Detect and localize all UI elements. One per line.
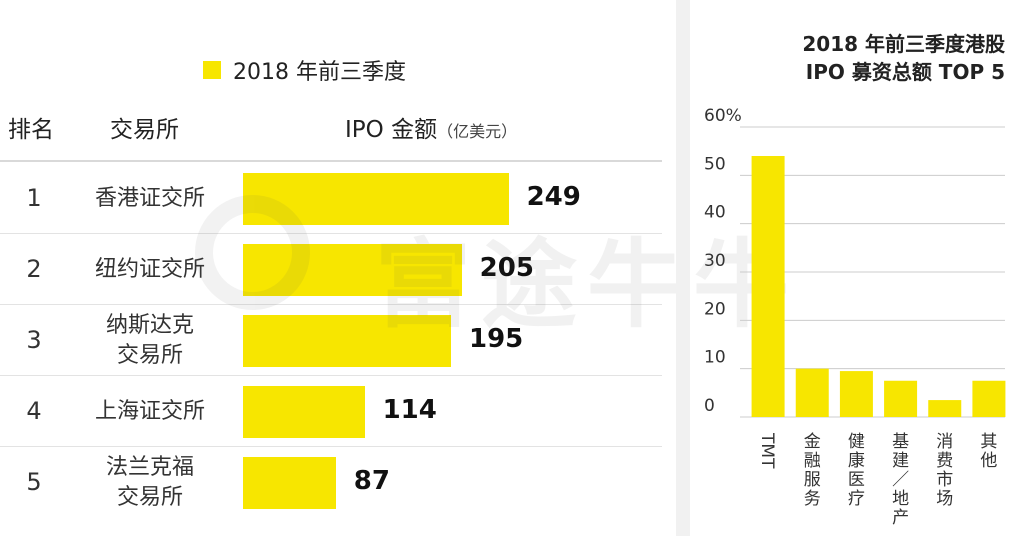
x-tick-char: 其 (980, 432, 997, 452)
bar-4 (243, 385, 365, 438)
exchange-label: 纳斯达克 交易所 (70, 311, 230, 371)
value-label-3: 195 (469, 323, 524, 354)
exchange-label-line: 交易所 (116, 484, 183, 510)
sector-bar (839, 371, 873, 417)
amount-header-unit: （亿美元） (437, 122, 518, 141)
sector-chart-title-line-1: 2018 年前三季度港股 (802, 32, 1005, 56)
sector-bar (795, 368, 829, 417)
x-tick-char: 场 (936, 489, 953, 509)
row-divider (0, 304, 662, 305)
row-divider (0, 233, 662, 234)
exchange-label-line: 纳斯达克 (105, 312, 194, 338)
y-tick-label: 30 (704, 251, 726, 271)
exchange-label-line: 上海证交所 (94, 398, 205, 424)
panel-divider (676, 0, 690, 536)
exchange-label: 上海证交所 (70, 397, 230, 427)
y-tick-label: 10 (704, 348, 726, 368)
x-tick-label: 健康医疗 (848, 432, 865, 509)
legend-label: 2018 年前三季度 (233, 60, 406, 85)
x-tick-char: 产 (892, 508, 909, 528)
exchange-label-line: 法兰克福 (105, 454, 194, 480)
x-tick-label: 消费市场 (936, 432, 953, 509)
x-tick-char: 费 (936, 451, 953, 471)
exchange-label: 香港证交所 (70, 184, 230, 214)
x-tick-label: TMT (757, 432, 777, 469)
sector-chart-title: 2018 年前三季度港股 IPO 募资总额 TOP 5 (720, 30, 1005, 86)
header-divider (0, 160, 662, 162)
rank-4: 4 (26, 396, 42, 425)
row-divider (0, 446, 662, 447)
sector-bar (884, 380, 918, 417)
rank-1: 1 (26, 183, 42, 212)
rank-3: 3 (26, 325, 42, 354)
rank-2: 2 (26, 254, 42, 283)
y-tick-label: 40 (704, 203, 726, 223)
x-tick-char: 地 (892, 489, 909, 509)
rank-5: 5 (26, 467, 42, 496)
x-tick-char: 金 (804, 432, 821, 452)
exchange-label-line: 香港证交所 (94, 185, 205, 211)
bar-3 (243, 314, 451, 367)
x-tick-label: 其他 (980, 432, 997, 471)
y-tick-label: 50 (704, 154, 726, 174)
x-tick-char: 他 (980, 451, 997, 471)
exchange-label-line: 纽约证交所 (94, 256, 205, 282)
value-label-5: 87 (353, 465, 390, 496)
x-tick-char: 医 (848, 470, 865, 490)
exchange-label: 纽约证交所 (70, 255, 230, 285)
legend-swatch (203, 61, 221, 79)
legend: 2018 年前三季度 (203, 54, 406, 86)
amount-header-label: IPO 金额 (345, 117, 438, 143)
column-header-amount: IPO 金额（亿美元） (345, 110, 517, 144)
sector-bar (972, 380, 1006, 417)
x-tick-char: 务 (804, 489, 821, 509)
y-tick-label: 20 (704, 299, 726, 319)
y-tick-label: 0 (704, 396, 715, 416)
bar-1 (243, 172, 509, 225)
x-tick-char: 基 (892, 432, 909, 452)
x-tick-char: 康 (848, 451, 865, 471)
x-tick-char: 疗 (848, 489, 865, 509)
exchange-ipo-chart: 2018 年前三季度 排名 交易所 IPO 金额（亿美元） 1 香港证交所 249 2… (0, 54, 662, 513)
sector-bar (928, 400, 962, 417)
x-tick-label: 基建／地产 (892, 432, 909, 528)
sector-bar-chart: 0 10 20 30 40 50 60% TMT 金融服务 健康医疗 基建／地产 消费市场 其他 (704, 106, 1006, 528)
exchange-label-line: 交易所 (116, 342, 183, 368)
sector-bar (751, 156, 785, 417)
x-tick-char: 消 (936, 432, 953, 452)
x-tick-char: 建 (892, 451, 909, 471)
bar-2 (243, 243, 462, 296)
x-tick-char: ／ (892, 470, 909, 490)
x-tick-char: 服 (804, 470, 821, 490)
column-header-rank: 排名 (8, 117, 54, 143)
x-tick-label: 金融服务 (804, 432, 821, 509)
bar-5 (243, 456, 336, 509)
value-label-4: 114 (382, 394, 437, 425)
x-tick-char: 健 (848, 432, 865, 452)
x-tick-char: 融 (804, 451, 821, 471)
value-label-1: 249 (526, 181, 581, 212)
sector-chart-title-line-2: IPO 募资总额 TOP 5 (805, 60, 1005, 84)
value-label-2: 205 (479, 252, 534, 283)
y-tick-label: 60% (704, 106, 742, 126)
column-header-exchange: 交易所 (110, 117, 179, 143)
x-tick-char: 市 (936, 470, 953, 490)
exchange-label: 法兰克福 交易所 (70, 453, 230, 513)
row-divider (0, 375, 662, 376)
